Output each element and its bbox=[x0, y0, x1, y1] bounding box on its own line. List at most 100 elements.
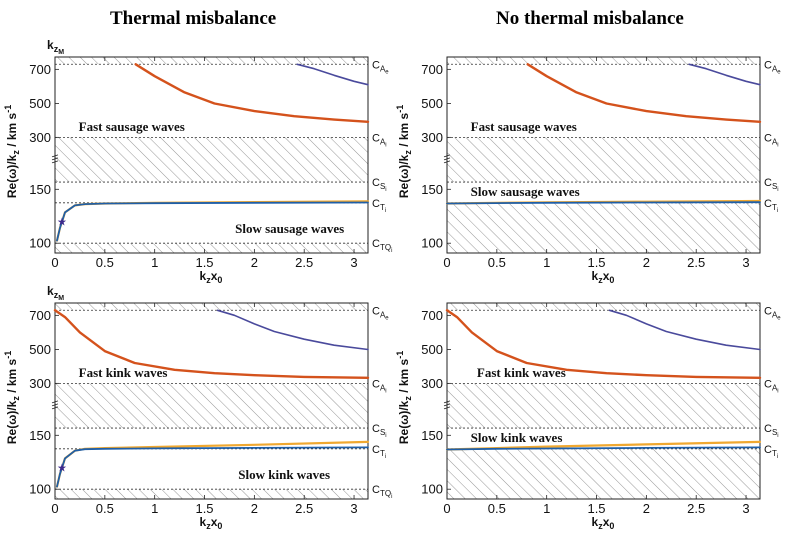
axis-break-mark bbox=[51, 403, 59, 407]
x-tick-label: 0.5 bbox=[488, 501, 506, 516]
axis-break-mark bbox=[443, 406, 451, 410]
speed-label-c-ti: CTi bbox=[372, 198, 386, 214]
region-label: Slow kink waves bbox=[471, 430, 563, 445]
series-line-2 bbox=[134, 63, 370, 124]
hatched-region bbox=[447, 383, 760, 429]
hatched-region bbox=[447, 202, 760, 253]
y-tick-label: 150 bbox=[421, 428, 443, 443]
panel-4: CAe CAi CSi CTi 0 0.5 1 1.5 2 2.5 3 100 150 300 500 700… bbox=[395, 302, 781, 531]
y-tick-label: 500 bbox=[29, 342, 51, 357]
y-tick-label: 100 bbox=[421, 236, 443, 251]
y-tick-label: 700 bbox=[29, 308, 51, 323]
y-tick-label: 700 bbox=[421, 308, 443, 323]
x-tick-label: 1 bbox=[151, 501, 158, 516]
hatched-region bbox=[55, 383, 368, 429]
axis-break-mark bbox=[51, 160, 59, 164]
region-label: Fast sausage waves bbox=[471, 119, 577, 134]
x-tick-label: 0 bbox=[443, 501, 450, 516]
y-axis-label: Re(ω)/kz / km s-1 bbox=[395, 351, 413, 444]
series-line-2 bbox=[526, 63, 762, 124]
speed-label-c-ai: CAi bbox=[764, 132, 779, 148]
y-axis-label: Re(ω)/kz / km s-1 bbox=[395, 105, 413, 198]
hatched-region bbox=[55, 303, 368, 311]
speed-label-c-ai: CAi bbox=[372, 378, 387, 394]
y-tick-label: 300 bbox=[421, 130, 443, 145]
speed-label-c-ae: CAe bbox=[764, 59, 781, 75]
x-tick-label: 1 bbox=[543, 255, 550, 270]
y-axis-label: Re(ω)/kz / km s-1 bbox=[3, 351, 21, 444]
series-line-1 bbox=[216, 309, 369, 351]
axis-break-mark bbox=[443, 160, 451, 164]
speed-label-c-si: CSi bbox=[764, 423, 779, 439]
speed-label-c-ae: CAe bbox=[372, 59, 389, 75]
series-line-1 bbox=[608, 309, 761, 351]
hatched-region bbox=[447, 137, 760, 183]
axis-break-mark bbox=[51, 400, 59, 404]
x-tick-label: 1 bbox=[151, 255, 158, 270]
x-tick-label: 1.5 bbox=[195, 501, 213, 516]
x-tick-label: 2 bbox=[643, 255, 650, 270]
series-line-1 bbox=[296, 63, 369, 86]
region-label: Slow sausage waves bbox=[471, 184, 580, 199]
series-line-1 bbox=[688, 63, 761, 86]
panel-1: CAe CAi CSi CTi CTQi 0 0.5 1 1.5 2 2.5 3 100 150 300 50… bbox=[3, 38, 392, 285]
x-tick-label: 2 bbox=[251, 255, 258, 270]
axis-break-mark bbox=[443, 157, 451, 161]
series-line-2 bbox=[445, 309, 762, 379]
axis-break-mark bbox=[443, 403, 451, 407]
axis-break-mark bbox=[51, 157, 59, 161]
star-marker: ★ bbox=[57, 216, 67, 228]
y-tick-label: 500 bbox=[421, 342, 443, 357]
x-tick-label: 1 bbox=[543, 501, 550, 516]
x-tick-label: 0 bbox=[51, 501, 58, 516]
x-tick-label: 2.5 bbox=[687, 501, 705, 516]
hatched-region bbox=[55, 243, 368, 253]
axis-break-mark bbox=[51, 406, 59, 410]
hatched-region bbox=[55, 137, 368, 183]
axis-break-mark bbox=[443, 400, 451, 404]
x-tick-label: 3 bbox=[742, 501, 749, 516]
x-tick-label: 1.5 bbox=[587, 255, 605, 270]
speed-label-c-ae: CAe bbox=[764, 305, 781, 321]
hatched-region bbox=[55, 489, 368, 499]
y-tick-label: 700 bbox=[421, 62, 443, 77]
y-tick-label: 300 bbox=[29, 130, 51, 145]
y-tick-label: 150 bbox=[29, 182, 51, 197]
corner-label-kzm: kzM bbox=[47, 284, 64, 302]
region-label: Slow kink waves bbox=[238, 467, 330, 482]
panel-2: CAe CAi CSi CTi 0 0.5 1 1.5 2 2.5 3 100 150 300 500 700… bbox=[395, 56, 781, 285]
x-tick-label: 3 bbox=[350, 501, 357, 516]
y-tick-label: 700 bbox=[29, 62, 51, 77]
region-label: Fast sausage waves bbox=[79, 119, 185, 134]
x-axis-label: kzx0 bbox=[592, 269, 615, 285]
speed-label-c-ti: CTi bbox=[372, 444, 386, 460]
x-tick-label: 2 bbox=[643, 501, 650, 516]
y-tick-label: 500 bbox=[29, 96, 51, 111]
y-tick-label: 150 bbox=[421, 182, 443, 197]
x-tick-label: 0 bbox=[51, 255, 58, 270]
y-tick-label: 150 bbox=[29, 428, 51, 443]
hatched-region bbox=[447, 448, 760, 499]
y-tick-label: 300 bbox=[29, 376, 51, 391]
x-tick-label: 2.5 bbox=[295, 255, 313, 270]
region-label: Fast kink waves bbox=[477, 365, 566, 380]
hatched-region bbox=[447, 57, 760, 65]
panel-3: CAe CAi CSi CTi CTQi 0 0.5 1 1.5 2 2.5 3 100 150 300 50… bbox=[3, 284, 392, 531]
x-axis-label: kzx0 bbox=[200, 269, 223, 285]
x-tick-label: 3 bbox=[350, 255, 357, 270]
speed-label-c-ti: CTi bbox=[764, 198, 778, 214]
x-tick-label: 2.5 bbox=[295, 501, 313, 516]
x-axis-label: kzx0 bbox=[200, 515, 223, 531]
plot-frame bbox=[54, 56, 369, 254]
x-tick-label: 2 bbox=[251, 501, 258, 516]
series-line-4 bbox=[56, 201, 369, 242]
corner-label-kzm: kzM bbox=[47, 38, 64, 56]
series-line-2 bbox=[53, 309, 370, 379]
x-tick-label: 0.5 bbox=[488, 255, 506, 270]
hatched-region bbox=[447, 303, 760, 311]
y-axis-label: Re(ω)/kz / km s-1 bbox=[3, 105, 21, 198]
y-tick-label: 300 bbox=[421, 376, 443, 391]
hatched-region bbox=[55, 57, 368, 65]
x-tick-label: 1.5 bbox=[587, 501, 605, 516]
